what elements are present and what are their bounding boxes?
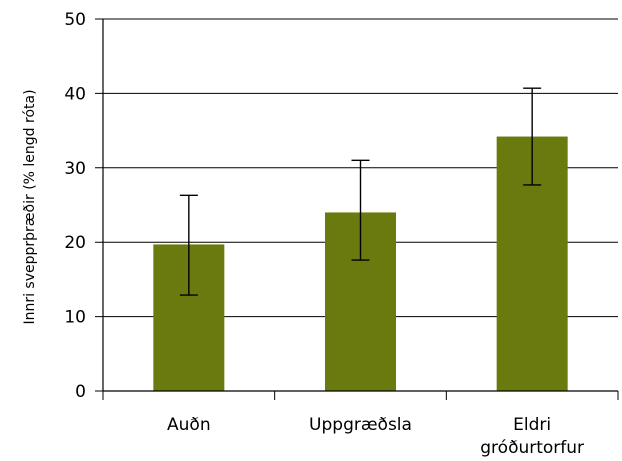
y-axis-label: Innri svepprþræðir (% lengd róta) (22, 89, 38, 324)
category-label-line: Auðn (167, 415, 211, 435)
category-label-line: Eldri (513, 415, 551, 435)
category-label: Uppgræðsla (309, 415, 412, 435)
y-tick-label: 50 (64, 10, 86, 30)
category-label-line: Uppgræðsla (309, 415, 412, 435)
x-tick-marks (102, 391, 619, 400)
category-label: Auðn (167, 415, 211, 435)
category-label-line: gróðurtorfur (480, 438, 584, 458)
category-label: Eldri gróðurtorfur (480, 415, 584, 458)
category-labels: Auðn Uppgræðsla Eldri gróðurtorfur (167, 415, 584, 458)
y-tick-label: 40 (64, 84, 86, 104)
y-tick-label: 10 (64, 308, 86, 328)
y-tick-label: 0 (75, 382, 86, 402)
y-tick-labels: 0 10 20 30 40 50 (64, 10, 86, 402)
y-tick-label: 20 (64, 233, 86, 253)
y-tick-label: 30 (64, 159, 86, 179)
error-bars (179, 87, 542, 296)
